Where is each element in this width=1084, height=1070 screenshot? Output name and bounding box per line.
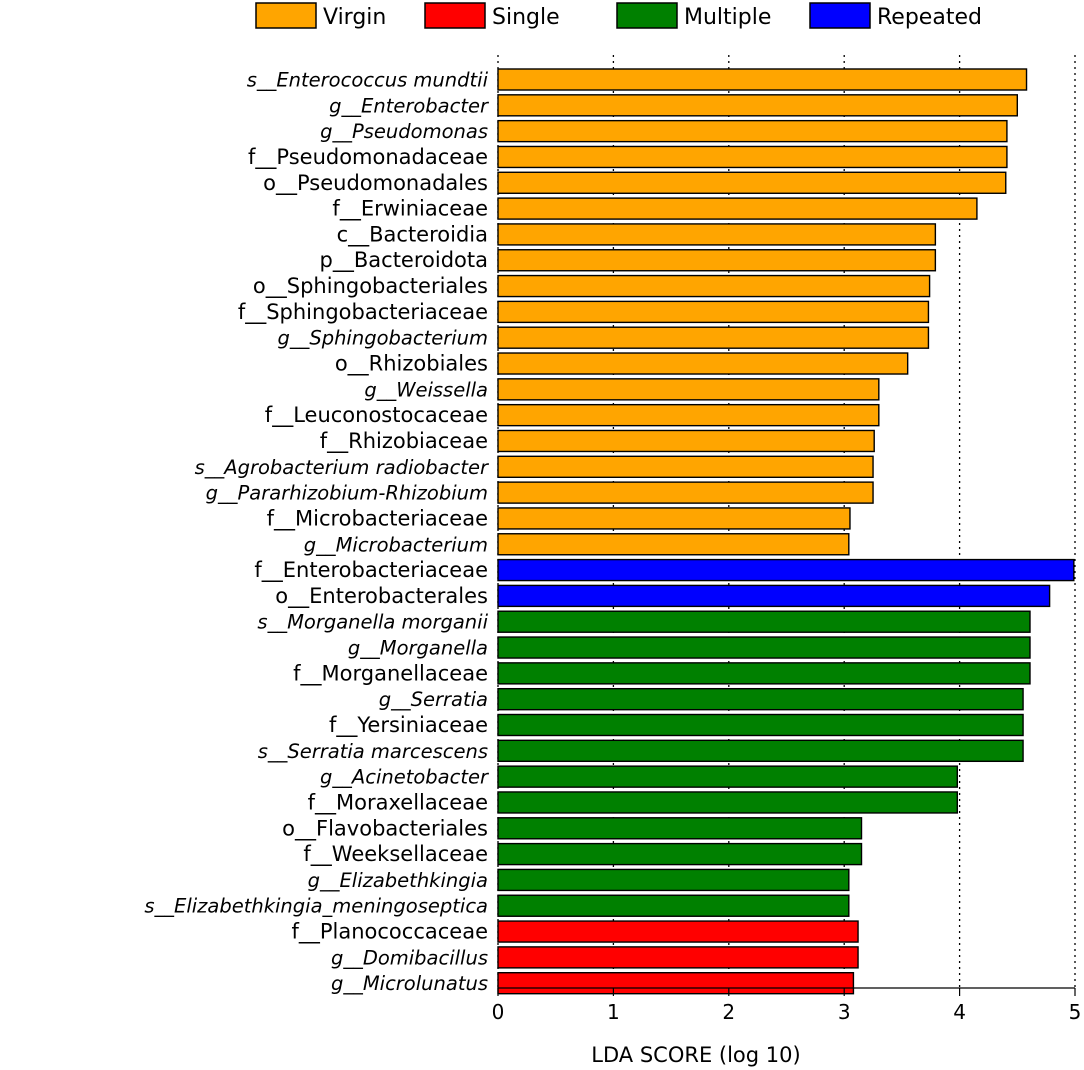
taxon-label: o__Rhizobiales: [335, 352, 488, 377]
taxon-label: f__Rhizobiaceae: [320, 429, 488, 454]
bar-virgin: [497, 197, 978, 220]
bar-virgin: [497, 352, 909, 375]
taxon-label: f__Planococcaceae: [291, 920, 488, 945]
taxon-label: g__Pararhizobium-Rhizobium: [206, 482, 488, 505]
x-tick-label: 3: [838, 1000, 851, 1024]
legend-label-multiple: Multiple: [684, 5, 771, 30]
bar-virgin: [497, 507, 851, 530]
x-tick-label: 5: [1069, 1000, 1082, 1024]
taxon-label: s__Serratia marcescens: [258, 740, 488, 763]
bar-single: [497, 920, 859, 943]
bar-multiple: [497, 791, 958, 814]
bar-virgin: [497, 274, 931, 298]
taxon-label: g__Serratia: [379, 688, 488, 711]
legend-swatch-multiple: [616, 2, 678, 29]
taxon-label: s__Enterococcus mundtii: [247, 69, 489, 92]
bar-virgin: [497, 145, 1008, 169]
taxon-label: g__Weissella: [364, 378, 488, 401]
taxon-label: o__Sphingobacteriales: [253, 274, 488, 299]
bar-virgin: [497, 119, 1008, 143]
taxon-label: f__Leuconostocaceae: [265, 403, 488, 428]
taxon-label: f__Microbacteriaceae: [267, 506, 488, 531]
bar-virgin: [497, 171, 1007, 194]
taxon-label: s__Morganella morganii: [257, 611, 488, 634]
taxon-label: f__Yersiniaceae: [329, 713, 488, 738]
bar-multiple: [497, 610, 1031, 633]
taxon-label: g__Microlunatus: [331, 972, 488, 995]
taxon-label: s__Agrobacterium radiobacter: [195, 456, 490, 479]
legend-swatch-virgin: [255, 2, 317, 29]
taxon-label: f__Sphingobacteriaceae: [238, 300, 488, 325]
taxon-label: g__Microbacterium: [304, 533, 488, 556]
bar-multiple: [497, 817, 863, 840]
bar-single: [497, 946, 859, 969]
bars: [497, 68, 1075, 995]
taxon-label: g__Domibacillus: [331, 946, 488, 969]
legend: Virgin Single Multiple Repeated: [255, 2, 982, 30]
taxon-label: g__Sphingobacterium: [277, 327, 488, 350]
x-tick-label: 4: [953, 1000, 966, 1024]
bar-virgin: [497, 403, 880, 427]
bar-virgin: [497, 326, 930, 349]
x-tick-label: 1: [607, 1000, 620, 1024]
legend-label-virgin: Virgin: [323, 5, 386, 30]
legend-label-single: Single: [492, 5, 560, 30]
bar-virgin: [497, 223, 937, 246]
legend-swatch-repeated: [809, 2, 871, 29]
x-axis-title: LDA SCORE (log 10): [591, 1043, 800, 1067]
bar-virgin: [497, 378, 880, 401]
taxon-label: o__Enterobacterales: [275, 584, 488, 609]
bar-multiple: [497, 765, 958, 788]
bar-virgin: [497, 481, 874, 504]
taxon-label: f__Morganellaceae: [293, 661, 488, 686]
bar-repeated: [497, 584, 1051, 608]
taxon-label: g__Pseudomonas: [320, 120, 488, 143]
bar-virgin: [497, 533, 850, 556]
taxon-label: f__Enterobacteriaceae: [254, 558, 488, 583]
taxon-label: s__Elizabethkingia_meningoseptica: [144, 895, 488, 918]
bar-repeated: [497, 558, 1075, 582]
bar-multiple: [497, 713, 1024, 737]
bar-virgin: [497, 300, 930, 324]
x-tick-label: 2: [722, 1000, 735, 1024]
taxon-label: g__Elizabethkingia: [308, 869, 488, 892]
bar-virgin: [497, 249, 937, 272]
bar-multiple: [497, 842, 863, 866]
taxon-label: o__Flavobacteriales: [282, 816, 488, 841]
bar-multiple: [497, 739, 1024, 763]
legend-swatch-single: [424, 2, 486, 29]
legend-label-repeated: Repeated: [877, 5, 982, 30]
bar-multiple: [497, 636, 1031, 659]
taxon-label: g__Enterobacter: [329, 94, 490, 117]
bar-virgin: [497, 455, 874, 478]
taxon-label: c__Bacteroidia: [337, 222, 488, 247]
bar-single: [497, 972, 855, 995]
taxon-label: g__Acinetobacter: [320, 766, 490, 789]
taxon-label: o__Pseudomonadales: [263, 171, 488, 196]
taxon-label: f__Moraxellaceae: [308, 790, 488, 815]
bar-multiple: [497, 868, 850, 892]
bar-virgin: [497, 94, 1018, 117]
x-tick-label: 0: [492, 1000, 505, 1024]
taxon-label: f__Weeksellaceae: [303, 842, 488, 867]
bar-multiple: [497, 687, 1024, 711]
taxon-label: g__Morganella: [348, 637, 488, 660]
taxon-label: f__Erwiniaceae: [332, 197, 488, 222]
bar-multiple: [497, 662, 1031, 685]
taxon-label: f__Pseudomonadaceae: [248, 145, 488, 170]
bar-virgin: [497, 429, 875, 453]
x-axis: 0 1 2 3 4 5: [492, 987, 1082, 1024]
bar-multiple: [497, 894, 850, 917]
taxon-label: p__Bacteroidota: [320, 248, 488, 273]
bar-virgin: [497, 68, 1028, 91]
